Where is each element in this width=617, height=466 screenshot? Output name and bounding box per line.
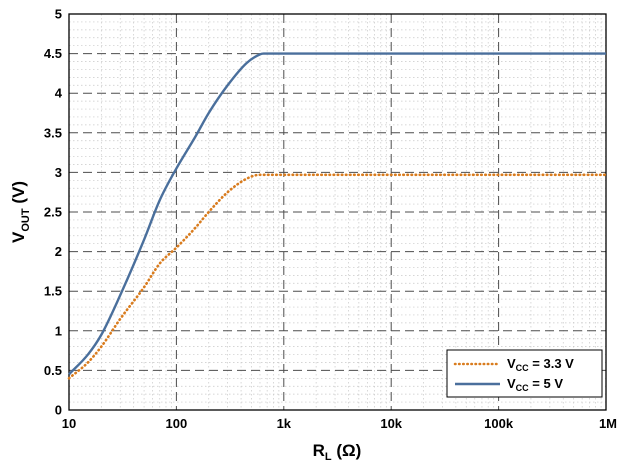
y-axis-title-units: (V) [9,181,28,208]
series-line-vcc-3v3 [69,175,606,379]
x-tick-labels: 10 100 1k 10k 100k 1M [62,416,617,431]
legend-label-vcc-5v: VCC = 5 V [507,376,563,393]
x-tick-label: 100k [484,416,514,431]
legend-label-vcc-5v-subscript: CC [516,383,529,393]
y-tick-label: 3 [55,165,62,180]
legend-label-vcc-3v3-subscript: CC [516,363,529,373]
y-tick-label: 1.5 [44,284,62,299]
x-tick-label: 10k [380,416,402,431]
x-tick-label: 10 [62,416,76,431]
series-layer [69,54,606,379]
y-tick-label: 3.5 [44,125,62,140]
legend-label-vcc-3v3-main: V [507,356,516,371]
x-tick-label: 1M [599,416,617,431]
y-axis-title-main: V [9,231,28,243]
y-tick-label: 2.5 [44,205,62,220]
y-tick-label: 4 [55,86,63,101]
x-axis-title: RL (Ω) [313,441,362,463]
legend: VCC = 3.3 V VCC = 5 V [447,350,602,397]
y-tick-label: 2 [55,244,62,259]
legend-label-vcc-5v-main: V [507,376,516,391]
x-tick-label: 1k [277,416,292,431]
series-line-vcc-5v [69,54,606,375]
y-tick-labels: 00.511.522.533.544.55 [44,7,63,418]
y-tick-label: 4.5 [44,46,62,61]
legend-label-vcc-5v-rest: = 5 V [529,376,564,391]
y-tick-label: 1 [55,323,62,338]
y-axis-title: VOUT (V) [9,181,32,243]
y-tick-label: 0.5 [44,363,62,378]
x-axis-title-units: (Ω) [332,441,362,460]
legend-label-vcc-3v3-rest: = 3.3 V [529,356,574,371]
x-axis-title-main: R [313,441,325,460]
y-tick-label: 5 [55,7,62,22]
x-tick-label: 100 [166,416,188,431]
y-axis-title-subscript: OUT [20,208,32,232]
